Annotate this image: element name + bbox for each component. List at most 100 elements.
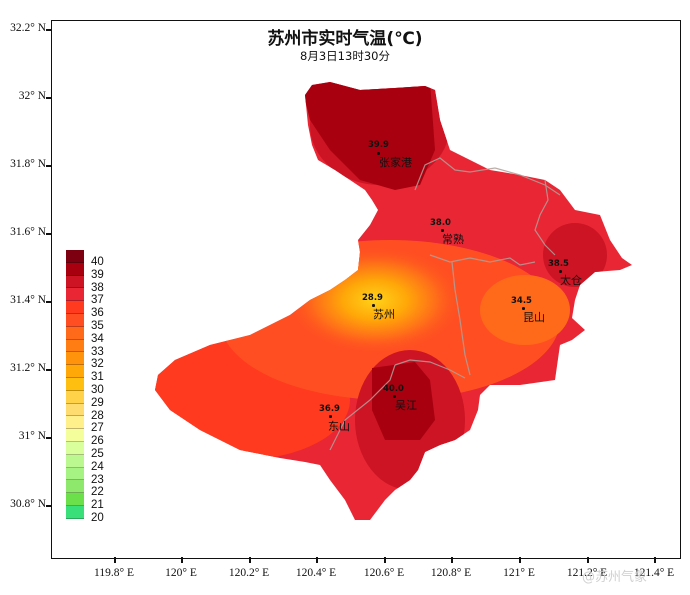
colorbar-swatch-24 [66, 454, 84, 468]
x-tick-121.4: 121.4° E [633, 567, 675, 579]
station-value-wujiang: 40.0 [383, 384, 404, 394]
x-tick-119.8: 119.8° E [94, 567, 134, 579]
colorbar-swatch-26 [66, 429, 84, 442]
colorbar-swatch-33 [66, 339, 84, 353]
colorbar-label: 32 [91, 358, 104, 371]
colorbar-swatch-22 [66, 480, 84, 494]
station-name-taicang: 太仓 [560, 274, 582, 287]
x-tick-mark [451, 557, 453, 563]
colorbar-label: 29 [91, 396, 104, 409]
colorbar-swatch-39 [66, 262, 84, 276]
station-dot [329, 415, 332, 418]
station-dot [372, 304, 375, 307]
y-tick-mark [46, 97, 52, 99]
x-tick-120.6: 120.6° E [363, 567, 405, 579]
y-tick-mark [46, 165, 52, 167]
colorbar-label: 27 [91, 422, 104, 435]
station-dot [441, 229, 444, 232]
x-tick-mark [519, 557, 521, 563]
colorbar-swatch-27 [66, 416, 84, 430]
x-tick-120.4: 120.4° E [295, 567, 337, 579]
colorbar-label: 24 [91, 460, 104, 473]
y-tick-mark [46, 505, 52, 507]
watermark: @苏州气象 [582, 570, 648, 585]
y-tick-31.4: 31.4° N [10, 294, 46, 306]
y-tick-31.6: 31.6° N [10, 226, 46, 238]
x-tick-mark [114, 557, 116, 563]
colorbar-swatch-37 [66, 288, 84, 302]
colorbar-swatch-35 [66, 313, 84, 327]
colorbar-swatch-38 [66, 275, 84, 289]
plot-frame [51, 20, 681, 559]
station-value-zhangjiagang: 39.9 [368, 140, 389, 150]
x-tick-mark [654, 557, 656, 563]
y-tick-32: 32° N [18, 90, 46, 102]
station-dot [522, 307, 525, 310]
y-tick-31.8: 31.8° N [10, 158, 46, 170]
colorbar-swatch-34 [66, 326, 84, 340]
station-dot [377, 152, 380, 155]
colorbar-swatch-30 [66, 377, 84, 391]
x-tick-mark [316, 557, 318, 563]
station-value-kunshan: 34.5 [511, 296, 532, 306]
colorbar-label: 40 [91, 256, 104, 268]
colorbar-swatch-20 [66, 505, 84, 519]
colorbar-label: 39 [91, 268, 104, 281]
y-tick-mark [46, 233, 52, 235]
colorbar-swatch-25 [66, 441, 84, 455]
x-tick-121: 121° E [503, 567, 535, 579]
colorbar-label: 28 [91, 409, 104, 422]
colorbar-swatch-28 [66, 403, 84, 417]
y-tick-mark [46, 301, 52, 303]
colorbar-label: 36 [91, 307, 104, 320]
map-subtitle: 8月3日13时30分 [300, 49, 390, 63]
colorbar-swatch-36 [66, 301, 84, 314]
x-tick-120.8: 120.8° E [430, 567, 472, 579]
colorbar-swatch-21 [66, 493, 84, 506]
colorbar-label: 34 [91, 332, 104, 345]
x-tick-121.2: 121.2° E [566, 567, 608, 579]
station-value-dongshan: 36.9 [319, 404, 340, 414]
station-name-kunshan: 昆山 [523, 311, 545, 324]
y-tick-32.2: 32.2° N [10, 22, 46, 34]
x-tick-mark [249, 557, 251, 563]
colorbar-label: 33 [91, 345, 104, 358]
y-tick-mark [46, 29, 52, 31]
colorbar-label: 38 [91, 281, 104, 294]
colorbar-swatch-23 [66, 467, 84, 481]
station-name-zhangjiagang: 张家港 [379, 156, 412, 169]
y-tick-mark [46, 369, 52, 371]
colorbar-swatch-31 [66, 365, 84, 378]
y-tick-31.2: 31.2° N [10, 362, 46, 374]
station-dot [393, 395, 396, 398]
colorbar-label: 20 [91, 511, 104, 524]
station-name-dongshan: 东山 [328, 420, 350, 433]
x-tick-mark [384, 557, 386, 563]
colorbar-label: 31 [91, 371, 104, 384]
colorbar-swatch-40 [66, 250, 84, 263]
colorbar-label: 30 [91, 383, 104, 396]
colorbar-swatch-29 [66, 390, 84, 404]
station-dot [559, 270, 562, 273]
x-tick-mark [181, 557, 183, 563]
map-title: 苏州市实时气温(℃) [267, 29, 423, 49]
station-name-suzhou: 苏州 [373, 308, 395, 321]
x-tick-120.2: 120.2° E [228, 567, 270, 579]
y-tick-mark [46, 437, 52, 439]
colorbar-label: 21 [91, 499, 104, 512]
colorbar-labels: 40 39 38 37 36 35 34 33 32 31 30 29 28 2… [91, 256, 104, 525]
station-name-changshu: 常熟 [442, 233, 464, 246]
colorbar-label: 26 [91, 435, 104, 448]
colorbar [66, 250, 84, 519]
x-tick-120: 120° E [165, 567, 197, 579]
station-value-taicang: 38.5 [548, 259, 569, 269]
y-tick-30.8: 30.8° N [10, 498, 46, 510]
colorbar-label: 25 [91, 447, 104, 460]
colorbar-label: 35 [91, 319, 104, 332]
station-value-suzhou: 28.9 [362, 293, 383, 303]
station-value-changshu: 38.0 [430, 218, 451, 228]
colorbar-swatch-32 [66, 352, 84, 366]
colorbar-label: 22 [91, 486, 104, 499]
y-tick-31: 31° N [18, 430, 46, 442]
